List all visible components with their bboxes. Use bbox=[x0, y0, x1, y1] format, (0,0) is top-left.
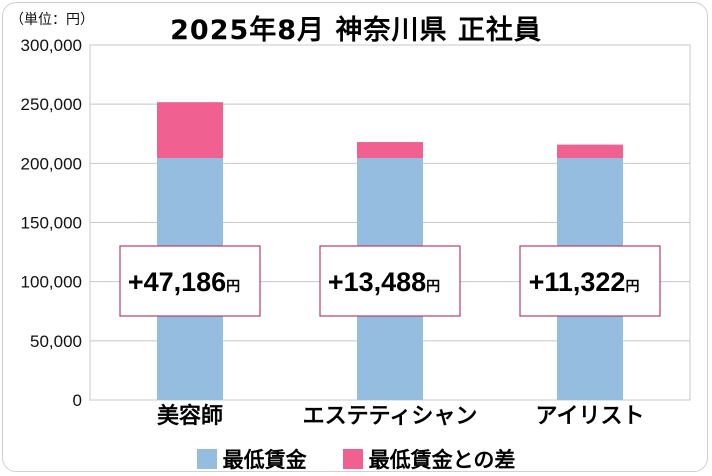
difference-unit: 円 bbox=[226, 278, 240, 294]
difference-annotation: +11,322円 bbox=[529, 267, 640, 297]
x-tick-label: エステティシャン bbox=[303, 404, 478, 429]
legend-item-difference: 最低賃金との差 bbox=[342, 444, 516, 474]
legend: 最低賃金 最低賃金との差 bbox=[0, 444, 712, 474]
unit-label: （単位：円） bbox=[10, 12, 94, 28]
difference-unit: 円 bbox=[625, 278, 639, 294]
difference-value: +47,186 bbox=[128, 267, 226, 297]
y-tick-label: 250,000 bbox=[21, 95, 82, 114]
bar-difference bbox=[157, 102, 223, 159]
y-tick-label: 0 bbox=[73, 391, 82, 410]
y-tick-label: 150,000 bbox=[21, 214, 82, 233]
difference-value: +13,488 bbox=[328, 267, 426, 297]
x-tick-label: アイリスト bbox=[536, 404, 645, 429]
legend-swatch-difference bbox=[342, 449, 363, 469]
x-tick-label: 美容師 bbox=[157, 403, 223, 429]
y-tick-label: 50,000 bbox=[30, 332, 82, 351]
difference-value: +11,322 bbox=[529, 267, 626, 297]
chart-title: 2025年8月 神奈川県 正社員 bbox=[170, 15, 542, 46]
difference-annotation-box bbox=[319, 245, 461, 317]
bar-difference bbox=[557, 144, 623, 159]
y-tick-label: 200,000 bbox=[21, 154, 82, 173]
difference-annotation-box bbox=[519, 245, 661, 317]
difference-annotation-box bbox=[119, 245, 261, 317]
y-tick-label: 300,000 bbox=[21, 36, 82, 55]
legend-swatch-min-wage bbox=[196, 449, 217, 469]
legend-label-difference: 最低賃金との差 bbox=[368, 448, 516, 472]
difference-annotation: +13,488円 bbox=[328, 267, 440, 297]
y-tick-label: 100,000 bbox=[21, 273, 82, 292]
legend-item-min-wage: 最低賃金 bbox=[196, 444, 307, 474]
bar-difference bbox=[357, 142, 423, 159]
difference-unit: 円 bbox=[426, 278, 440, 294]
difference-annotation: +47,186円 bbox=[128, 267, 240, 297]
legend-label-min-wage: 最低賃金 bbox=[222, 448, 307, 472]
